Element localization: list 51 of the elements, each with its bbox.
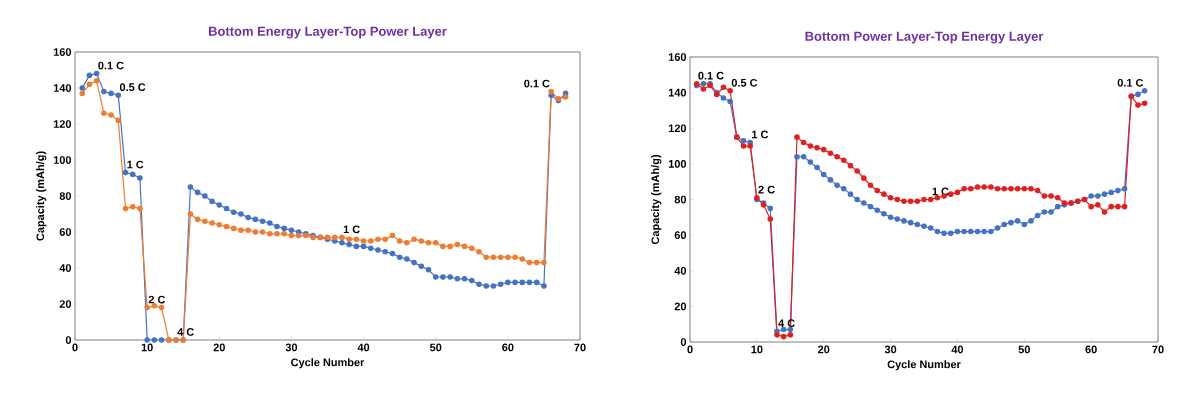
x-tick-label: 70 [1152,345,1164,354]
y-tick-label: 60 [674,231,687,240]
x-tick-label: 20 [818,345,830,354]
x-tick-label: 10 [141,343,153,352]
x-tick-label: 60 [1085,345,1097,354]
x-tick-label: 30 [884,345,897,354]
y-tick-label: 140 [668,88,687,97]
x-axis-title: Cycle Number [887,360,961,371]
y-tick-label: 140 [53,84,72,92]
annotation: 0.1 C [698,71,724,80]
annotation: 1 C [343,225,360,234]
y-tick-label: 60 [59,228,72,236]
y-tick-label: 160 [53,48,72,56]
y-tick-label: 100 [668,160,687,168]
y-tick-label: 100 [53,156,72,164]
y-tick-label: 120 [53,120,72,128]
x-tick-label: 10 [751,345,763,354]
annotation: 2 C [758,185,775,194]
y-axis-title: Capacity (mAh/g) [36,151,47,241]
y-tick-label: 40 [674,266,687,275]
x-tick-label: 20 [213,343,225,352]
x-tick-label: 50 [1018,345,1030,354]
annotation: 1 C [127,160,144,169]
y-tick-label: 20 [59,300,72,308]
y-tick-label: 20 [674,302,687,311]
y-tick-label: 0 [65,336,72,344]
x-tick-label: 40 [951,345,964,354]
y-tick-label: 80 [674,195,687,204]
y-axis-title: Capacity (mAh/g) [651,154,662,245]
annotation: 0.1 C [1117,78,1144,87]
x-tick-label: 0 [72,343,78,352]
x-tick-label: 40 [357,343,370,352]
x-tick-label: 70 [574,343,586,352]
annotation: 0.1 C [98,61,124,70]
annotation: 1 C [752,130,769,139]
x-tick-label: 0 [687,345,693,354]
x-tick-label: 50 [429,343,442,352]
y-tick-label: 80 [59,192,72,200]
x-tick-label: 30 [285,343,298,352]
annotation: 0.5 C [731,78,758,87]
y-tick-label: 0 [680,338,687,346]
y-tick-label: 160 [668,53,687,61]
y-tick-label: 120 [668,124,687,133]
x-axis-title: Cycle Number [291,358,365,369]
y-tick-label: 40 [59,264,72,272]
annotation: 2 C [148,295,166,304]
x-tick-label: 60 [502,343,514,352]
annotation: 0.1 C [524,79,550,88]
annotation: 0.5 C [119,83,146,91]
chart-title: Bottom Energy Layer-Top Power Layer [209,26,447,39]
chart-title: Bottom Power Layer-Top Energy Layer [805,31,1044,44]
